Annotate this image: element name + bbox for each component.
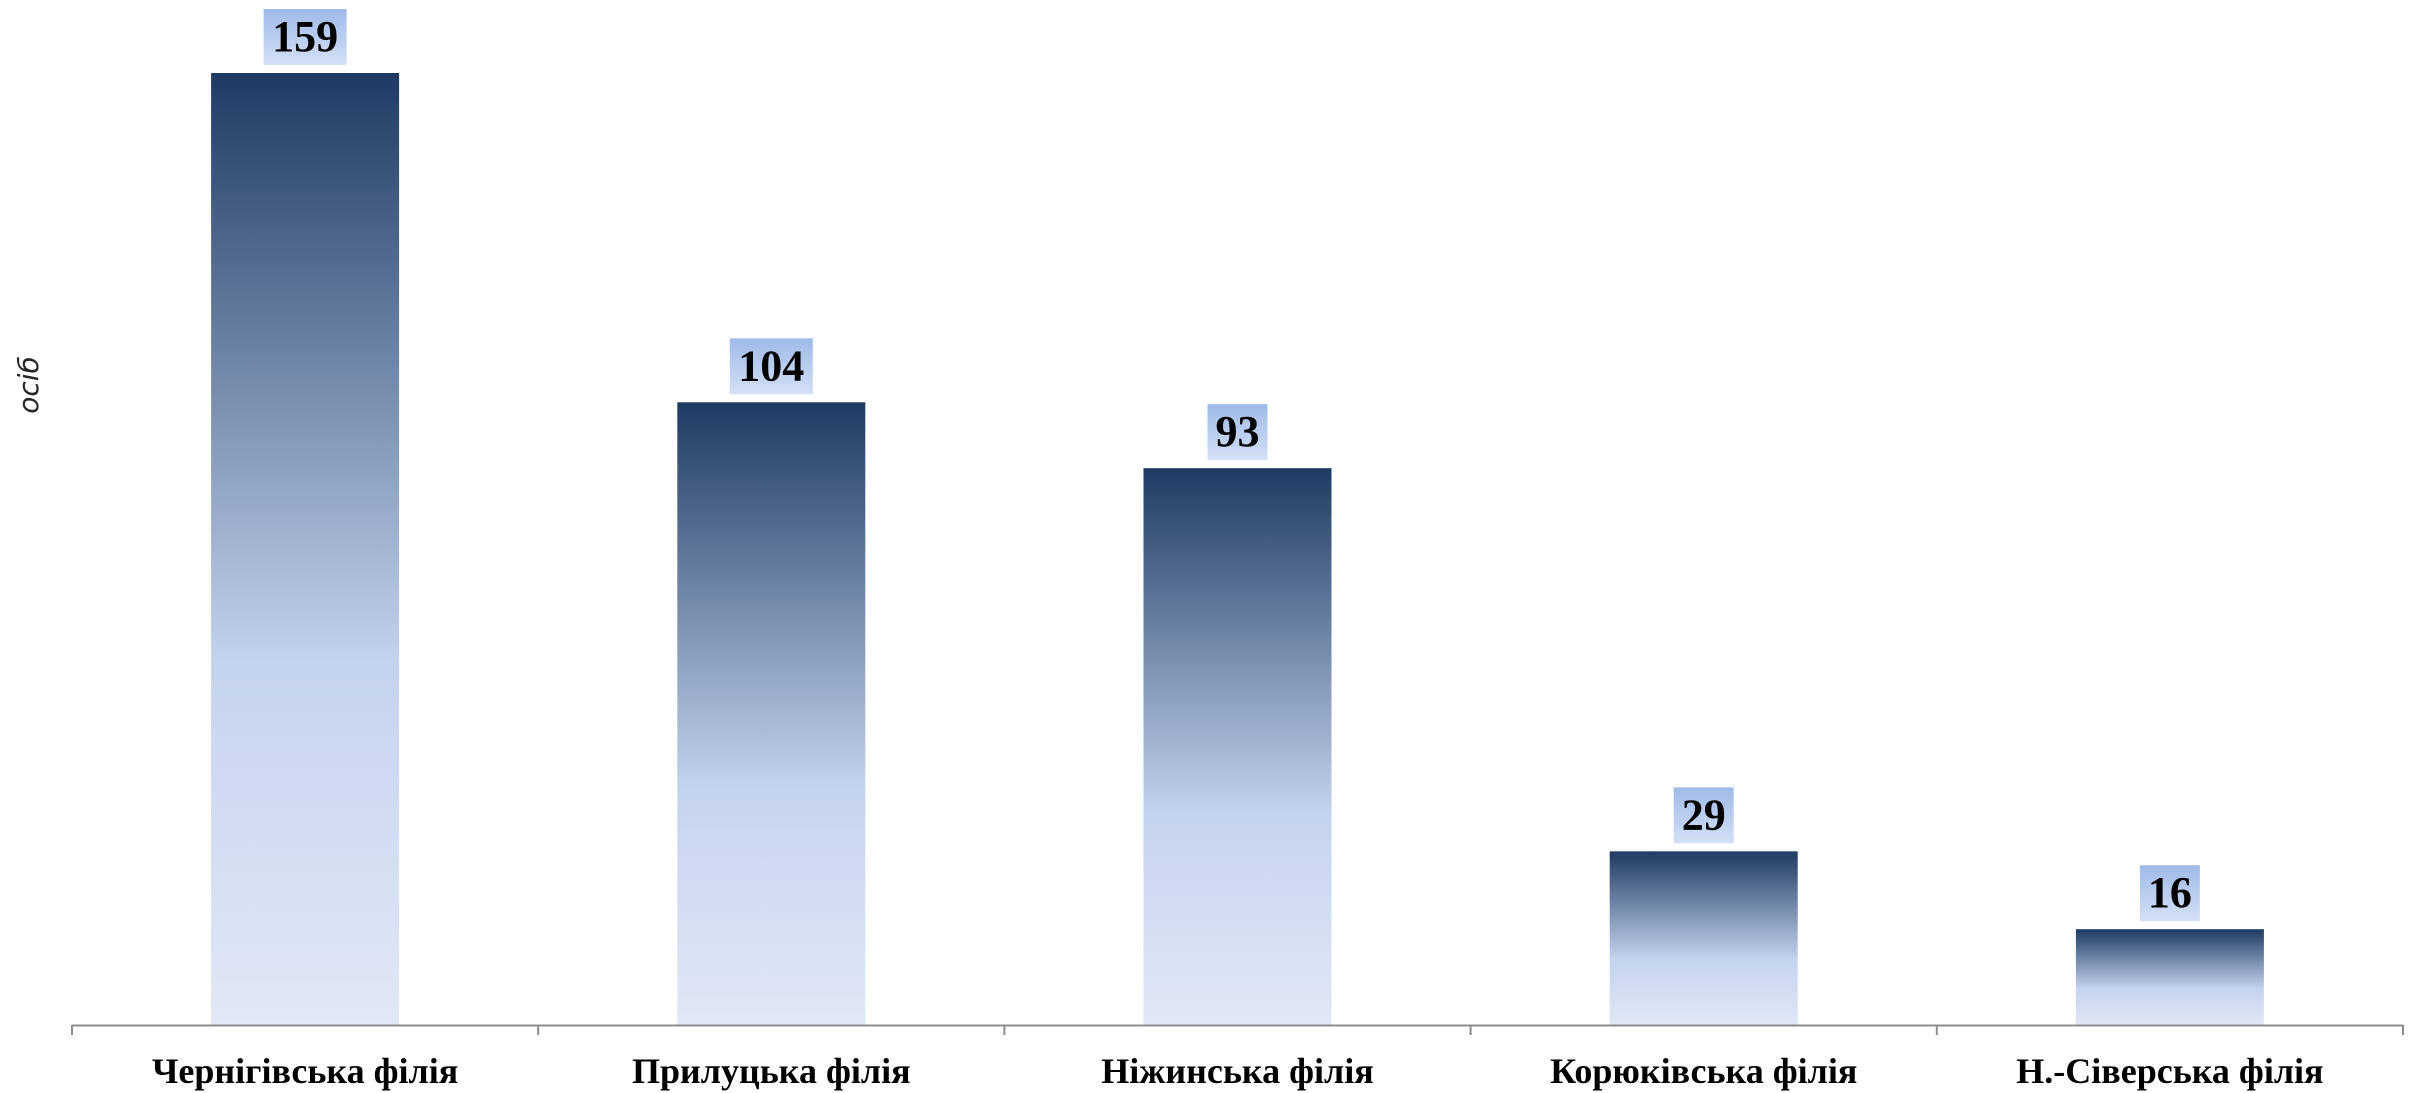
value-label-bg-5 xyxy=(2139,865,2200,922)
bar-1 xyxy=(211,73,400,1025)
value-labels-group: 159 104 93 29 16 xyxy=(263,9,2200,922)
bar-4 xyxy=(1609,851,1798,1025)
value-label-3: 93 xyxy=(1216,407,1260,456)
value-label-1: 159 xyxy=(272,12,338,61)
value-label-4: 29 xyxy=(1682,790,1726,839)
category-label-2: Прилуцька філія xyxy=(632,1051,911,1091)
value-label-bg-1 xyxy=(263,9,347,65)
x-axis xyxy=(71,1024,2404,1035)
category-labels-group: Чернігівська філія Прилуцька філія Ніжинсь… xyxy=(152,1051,2324,1091)
value-label-bg-4 xyxy=(1673,787,1734,844)
value-label-5: 16 xyxy=(2148,868,2192,917)
bar-5 xyxy=(2075,929,2264,1025)
category-label-1: Чернігівська філія xyxy=(152,1051,458,1091)
y-axis-label: осіб xyxy=(12,356,45,414)
category-label-5: Н.-Сіверська філія xyxy=(2016,1051,2323,1091)
bar-2 xyxy=(677,402,866,1025)
category-label-4: Корюківська філія xyxy=(1550,1051,1857,1091)
value-label-bg-2 xyxy=(729,338,813,395)
bars-group xyxy=(211,73,2264,1025)
value-label-2: 104 xyxy=(738,341,804,390)
bar-3 xyxy=(1143,468,1332,1025)
category-label-3: Ніжинська філія xyxy=(1101,1051,1373,1091)
value-label-bg-3 xyxy=(1207,404,1268,461)
